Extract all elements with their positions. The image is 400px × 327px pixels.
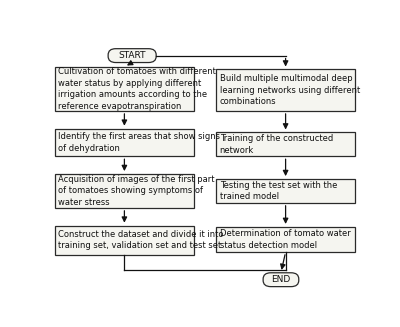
FancyBboxPatch shape xyxy=(55,226,194,254)
Text: Determination of tomato water
status detection model: Determination of tomato water status det… xyxy=(220,229,350,250)
FancyBboxPatch shape xyxy=(55,67,194,111)
Text: Cultivation of tomatoes with different
water status by applying different
irriga: Cultivation of tomatoes with different w… xyxy=(58,67,216,111)
FancyBboxPatch shape xyxy=(108,49,156,62)
Text: Training of the constructed
network: Training of the constructed network xyxy=(220,134,333,155)
Text: START: START xyxy=(118,51,146,60)
Text: Construct the dataset and divide it into
training set, validation set and test s: Construct the dataset and divide it into… xyxy=(58,230,224,250)
FancyBboxPatch shape xyxy=(216,132,355,156)
Text: Testing the test set with the
trained model: Testing the test set with the trained mo… xyxy=(220,181,337,201)
Text: END: END xyxy=(271,275,290,284)
FancyBboxPatch shape xyxy=(216,227,355,252)
Text: Build multiple multimodal deep
learning networks using different
combinations: Build multiple multimodal deep learning … xyxy=(220,74,360,106)
FancyBboxPatch shape xyxy=(55,129,194,156)
FancyBboxPatch shape xyxy=(216,69,355,111)
Text: Identify the first areas that show signs
of dehydration: Identify the first areas that show signs… xyxy=(58,132,220,153)
FancyBboxPatch shape xyxy=(216,179,355,203)
FancyBboxPatch shape xyxy=(263,273,299,287)
Text: Acquisition of images of the first part
of tomatoes showing symptoms of
water st: Acquisition of images of the first part … xyxy=(58,175,215,207)
FancyBboxPatch shape xyxy=(55,174,194,208)
